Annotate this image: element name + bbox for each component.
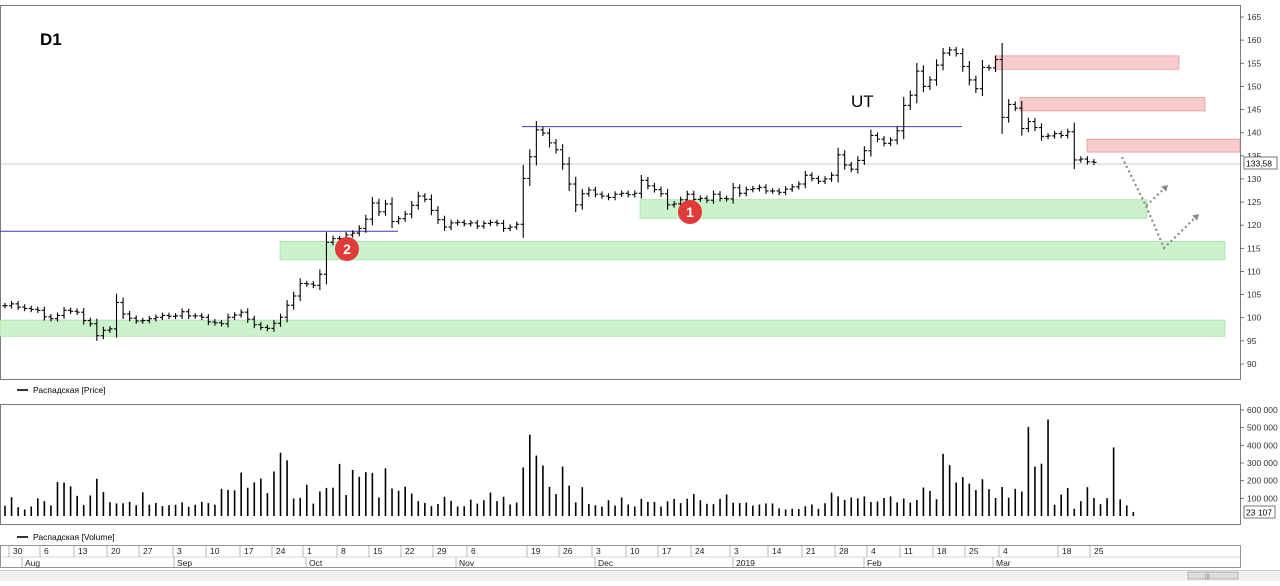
- current-volume-label: 23 107: [1246, 508, 1272, 518]
- day-tick-label: 15: [373, 546, 383, 556]
- volume-legend-text: Распадская [Volume]: [33, 532, 115, 542]
- volume-tick-label: 100 000: [1247, 493, 1278, 503]
- price-tick-label: 110: [1247, 266, 1261, 276]
- month-tick-label: Mar: [996, 558, 1011, 568]
- day-tick-label: 24: [695, 546, 705, 556]
- day-tick-label: 3: [177, 546, 182, 556]
- timeframe-label: D1: [40, 30, 62, 49]
- day-tick-label: 4: [871, 546, 876, 556]
- month-tick-label: Feb: [867, 558, 882, 568]
- projection-arrow: [1144, 205, 1200, 250]
- price-tick-label: 125: [1247, 197, 1261, 207]
- month-tick-label: Aug: [25, 558, 40, 568]
- price-tick-label: 95: [1247, 336, 1257, 346]
- day-tick-label: 17: [662, 546, 672, 556]
- price-tick-label: 150: [1247, 81, 1261, 91]
- horizontal-scrollbar[interactable]: |||: [0, 570, 1280, 581]
- day-tick-label: 6: [471, 546, 476, 556]
- projection-arrowhead: [1161, 185, 1168, 192]
- current-price-tag: 133,58: [1243, 156, 1278, 170]
- day-tick-label: 25: [1094, 546, 1104, 556]
- marker-2[interactable]: 2: [335, 237, 359, 261]
- month-tick-label: Dec: [598, 558, 614, 568]
- volume-tick-label: 600 000: [1247, 405, 1278, 415]
- day-tick-label: 10: [210, 546, 220, 556]
- day-tick-label: 4: [1003, 546, 1008, 556]
- resistance-zone: [1086, 138, 1241, 153]
- day-tick-label: 21: [806, 546, 816, 556]
- price-tick-label: 155: [1247, 58, 1261, 68]
- day-tick-label: 18: [1062, 546, 1072, 556]
- day-tick-label: 29: [437, 546, 447, 556]
- volume-tick-label: 400 000: [1247, 440, 1278, 450]
- price-tick-label: 145: [1247, 105, 1261, 115]
- day-tick-label: 3: [596, 546, 601, 556]
- price-tick-label: 130: [1247, 174, 1261, 184]
- marker-1[interactable]: 1: [678, 200, 702, 224]
- day-tick-label: 27: [143, 546, 153, 556]
- resistance-zone: [994, 55, 1180, 70]
- day-tick-label: 25: [969, 546, 979, 556]
- support-zone: [279, 241, 1226, 261]
- day-tick-label: 28: [839, 546, 849, 556]
- day-tick-label: 13: [78, 546, 88, 556]
- support-zone: [0, 319, 1226, 337]
- day-tick-label: 1: [307, 546, 312, 556]
- price-tick-label: 90: [1247, 359, 1257, 369]
- month-tick-label: Nov: [459, 558, 475, 568]
- marker-circle: [335, 237, 359, 261]
- day-tick-label: 20: [111, 546, 121, 556]
- price-tick-label: 105: [1247, 290, 1261, 300]
- volume-tick-label: 300 000: [1247, 458, 1278, 468]
- month-tick-label: 2019: [736, 558, 755, 568]
- price-tick-label: 165: [1247, 12, 1261, 22]
- month-tick-label: Sep: [177, 558, 192, 568]
- marker-label: 2: [343, 241, 351, 257]
- volume-legend: Распадская [Volume]: [17, 532, 115, 542]
- day-tick-label: 6: [44, 546, 49, 556]
- day-tick-label: 24: [276, 546, 286, 556]
- day-tick-label: 30: [13, 546, 23, 556]
- resistance-zone: [1019, 97, 1206, 112]
- day-tick-label: 14: [772, 546, 782, 556]
- current-volume-tag: 23 107: [1243, 505, 1276, 519]
- price-tick-label: 100: [1247, 313, 1261, 323]
- day-tick-label: 26: [563, 546, 573, 556]
- price-axis[interactable]: 90 95 100 105 110 115 120 125 130 135 140 145 150 155…: [1240, 12, 1261, 369]
- price-legend-text: Распадская [Price]: [33, 385, 106, 395]
- volume-tick-label: 500 000: [1247, 423, 1278, 433]
- marker-circle: [678, 200, 702, 224]
- day-tick-label: 19: [531, 546, 541, 556]
- scrollbar-thumb[interactable]: [1187, 571, 1239, 580]
- price-legend: Распадская [Price]: [17, 385, 106, 395]
- price-tick-label: 115: [1247, 243, 1261, 253]
- day-tick-label: 11: [904, 546, 913, 556]
- projection-arrowhead: [1192, 214, 1199, 221]
- time-axis[interactable]: 30 6 13 20 27 3 10 17 24 1 8 15 22 29 6 19 26 3 10 17 24 3 14 2…: [0, 545, 1241, 568]
- price-tick-label: 140: [1247, 128, 1261, 138]
- day-tick-label: 8: [341, 546, 346, 556]
- day-tick-label: 17: [244, 546, 254, 556]
- day-tick-label: 22: [405, 546, 415, 556]
- volume-axis[interactable]: 100 000 200 000 300 000 400 000 500 000 600 0…: [1240, 405, 1278, 503]
- day-tick-label: 3: [734, 546, 739, 556]
- scrollbar-grip-icon: |||: [1205, 574, 1210, 580]
- price-pane[interactable]: 1 2 D1 UT: [0, 5, 1241, 380]
- volume-pane-frame: [0, 404, 1241, 525]
- volume-pane[interactable]: [0, 404, 1241, 525]
- current-price-label: 133,58: [1246, 159, 1272, 169]
- day-tick-label: 18: [937, 546, 947, 556]
- volume-tick-label: 200 000: [1247, 476, 1278, 486]
- day-tick-label: 10: [630, 546, 640, 556]
- price-tick-label: 135: [1247, 151, 1261, 161]
- month-tick-label: Oct: [309, 558, 323, 568]
- price-tick-label: 120: [1247, 220, 1261, 230]
- support-zone: [639, 199, 1148, 219]
- time-axis-frame: [0, 545, 1241, 568]
- price-tick-label: 160: [1247, 35, 1261, 45]
- ut-annotation: UT: [851, 92, 874, 111]
- marker-label: 1: [686, 204, 694, 220]
